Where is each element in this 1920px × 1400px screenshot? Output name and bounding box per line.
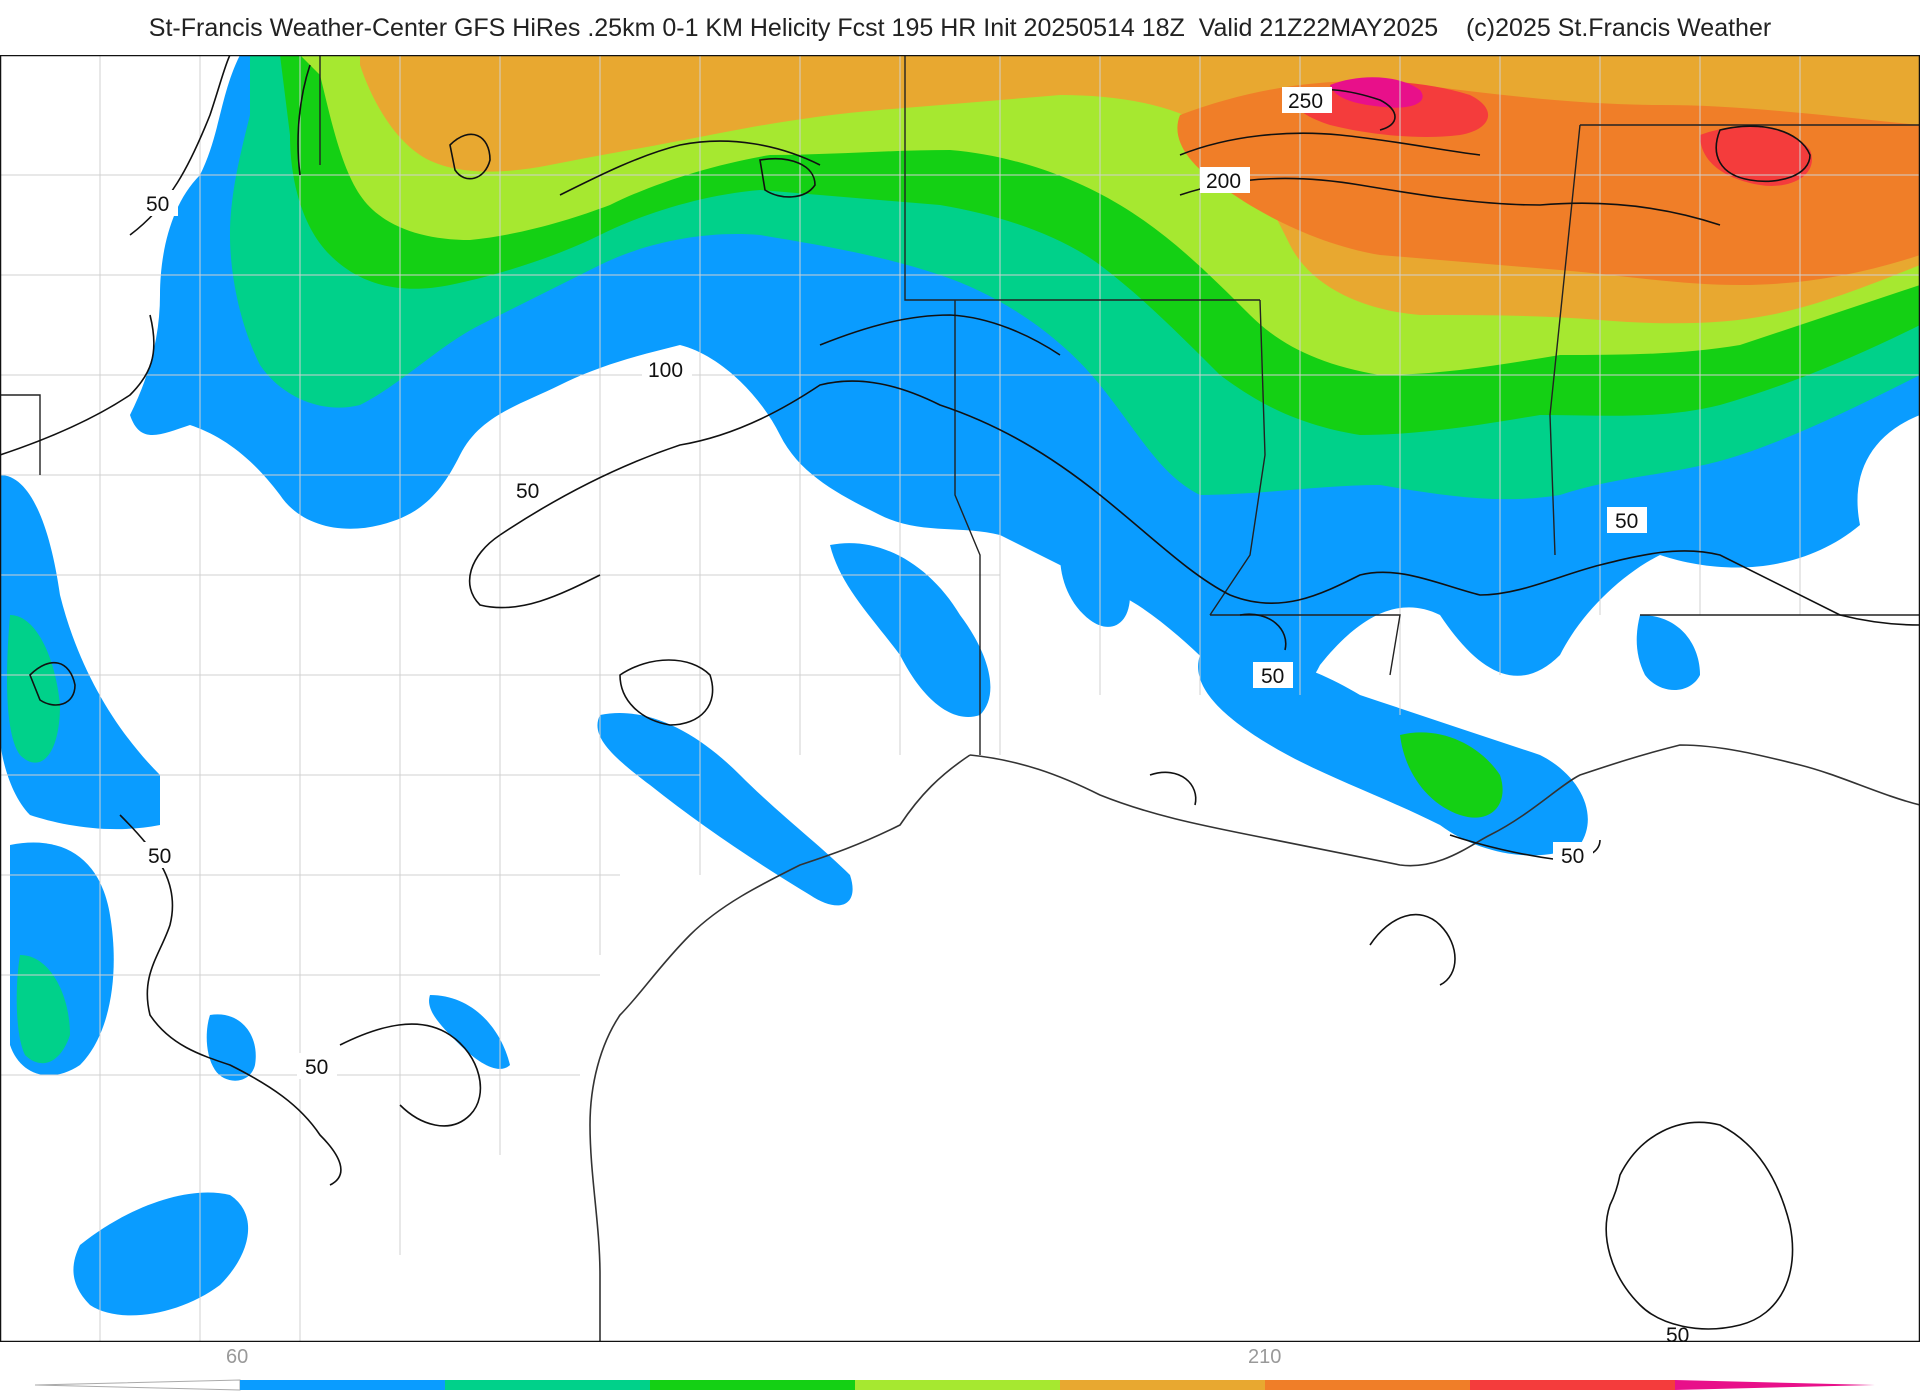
contour-label: 50	[1561, 845, 1584, 868]
county-lines	[0, 55, 1920, 1342]
contour-label: 50	[1615, 510, 1638, 533]
colorbar-tick-label: 60	[226, 1346, 249, 1368]
colorbar-segment	[650, 1380, 855, 1390]
helicity-blob-far-east	[1636, 615, 1700, 690]
helicity-blob-south-2	[429, 995, 510, 1069]
contour-label-group: 50 50 50 50 50 50 50 50 100 200 250	[138, 87, 1698, 1342]
colorbar-segment	[1470, 1380, 1675, 1390]
map-title: St-Francis Weather-Center GFS HiRes .25k…	[148, 14, 1772, 42]
state-borders	[0, 55, 1920, 755]
helicity-band-red	[1296, 81, 1812, 186]
colorbar-segment	[1060, 1380, 1265, 1390]
contour-label: 50	[148, 845, 171, 868]
contour-label: 50	[516, 480, 539, 503]
colorbar-low-end	[34, 1379, 241, 1391]
colorbar-segment	[445, 1380, 650, 1390]
contour-label: 250	[1288, 90, 1323, 113]
helicity-blob-west-4	[16, 955, 70, 1064]
helicity-blob-texas-1	[830, 543, 991, 717]
helicity-blob-texas-2	[1060, 552, 1130, 627]
contour-label: 50	[1666, 1324, 1689, 1342]
colorbar-segment	[855, 1380, 1060, 1390]
colorbar-segment	[1265, 1380, 1470, 1390]
colorbar-segment	[240, 1380, 445, 1390]
coastline	[589, 744, 1920, 1342]
helicity-contours	[0, 55, 1920, 1330]
helicity-band-magenta	[1330, 77, 1423, 108]
contour-label: 50	[146, 193, 169, 216]
helicity-blob-texas-3	[597, 713, 853, 906]
colorbar	[34, 1379, 1875, 1391]
helicity-blob-sw	[73, 1192, 249, 1316]
contour-label: 100	[648, 359, 683, 382]
contour-label: 50	[305, 1056, 328, 1079]
helicity-blob-west-2	[7, 615, 60, 763]
contour-label: 200	[1206, 170, 1241, 193]
colorbar-tick-label: 210	[1248, 1346, 1282, 1368]
helicity-blob-south-1	[206, 1014, 256, 1081]
helicity-blob-coast-east-green	[1400, 732, 1503, 818]
colorbar-segments	[34, 1379, 1875, 1391]
contour-label: 50	[1261, 665, 1284, 688]
colorbar-segment	[1675, 1380, 1875, 1390]
helicity-map: 50 50 50 50 50 50 50 50 100 200 250	[0, 55, 1920, 1342]
